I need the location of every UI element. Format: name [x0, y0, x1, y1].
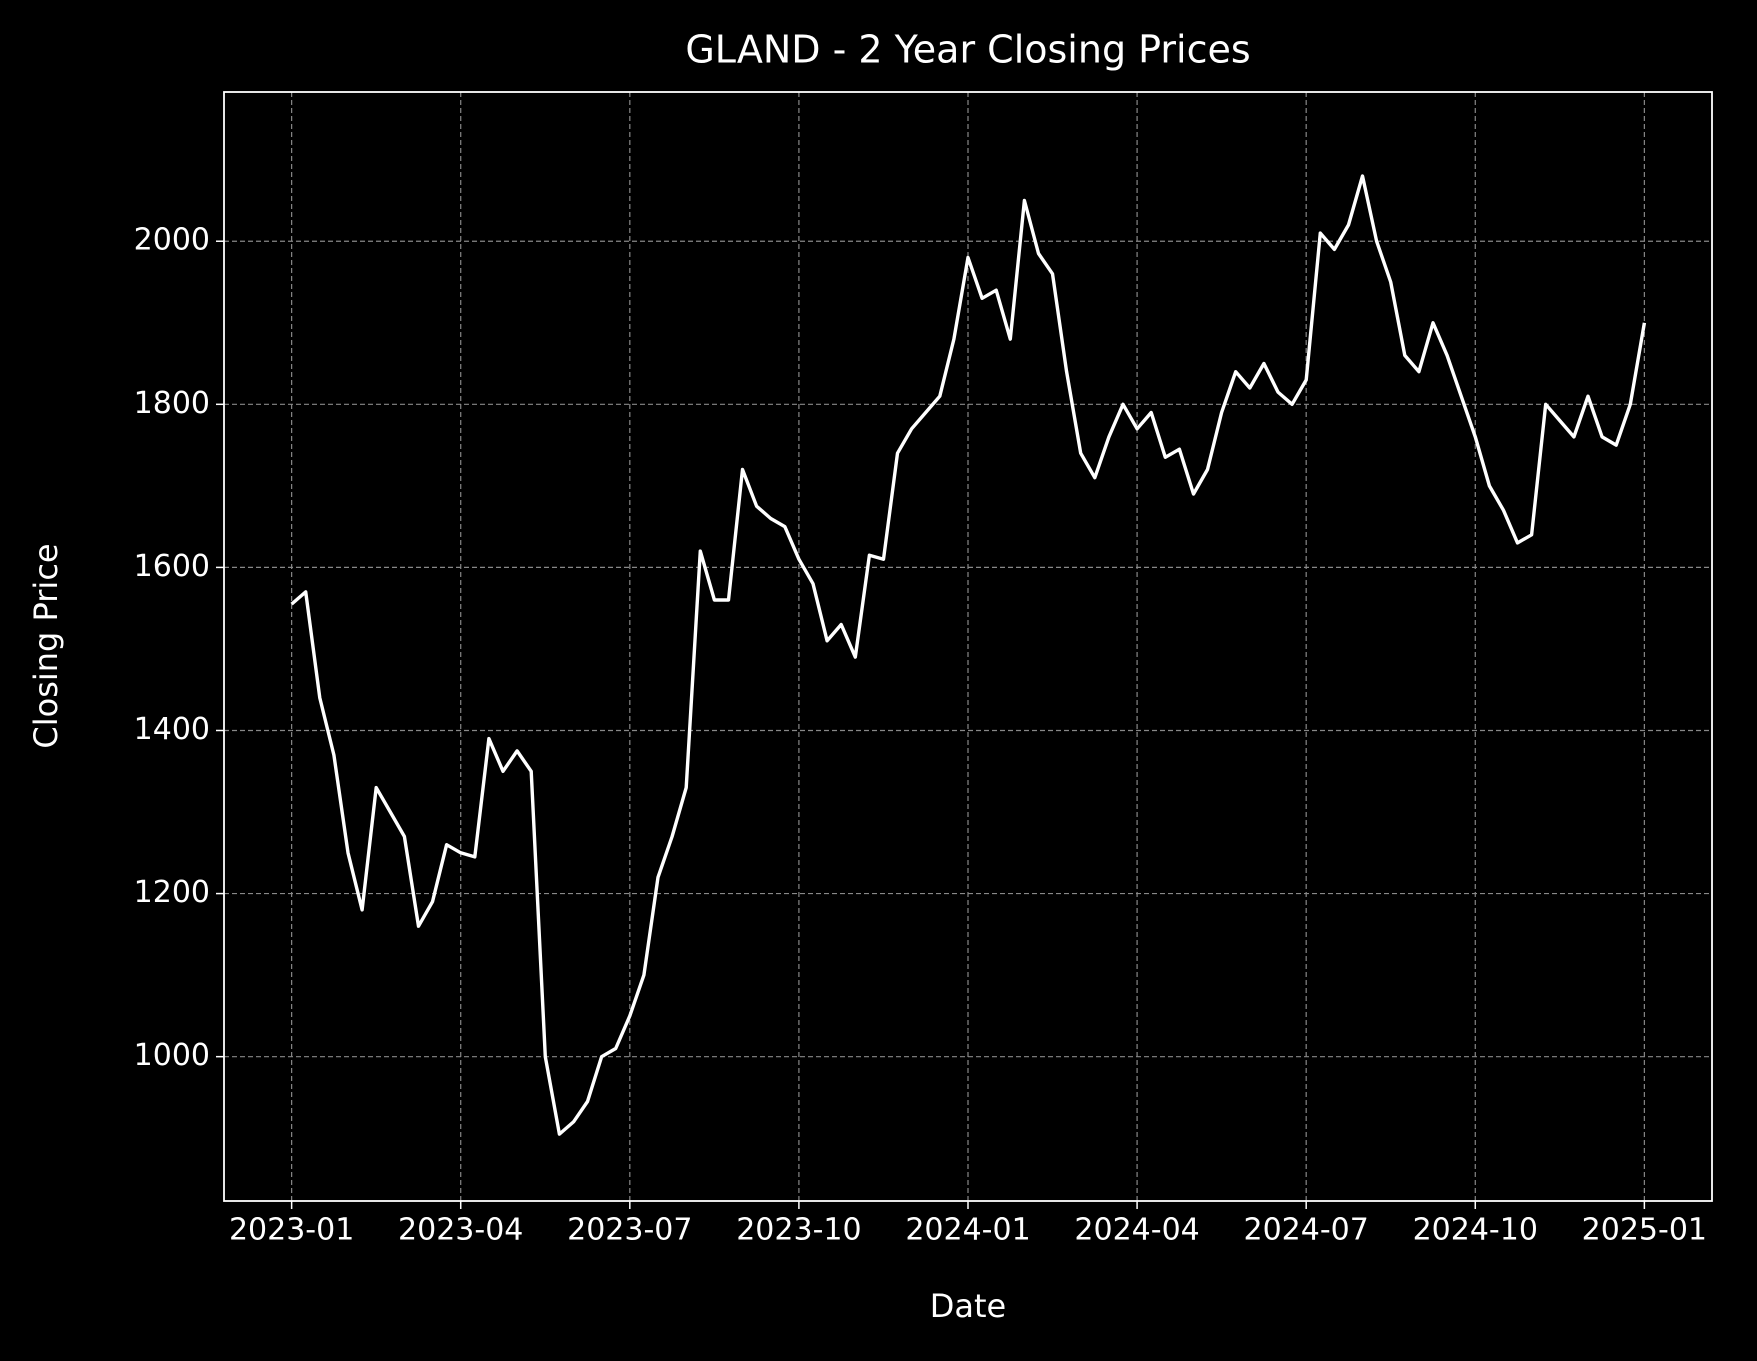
y-tick-label: 1200 — [134, 875, 210, 910]
x-tick-label: 2024-01 — [905, 1213, 1030, 1248]
x-tick-label: 2025-01 — [1582, 1213, 1707, 1248]
x-tick-label: 2023-07 — [567, 1213, 692, 1248]
x-tick-label: 2023-01 — [229, 1213, 354, 1248]
y-axis-label: Closing Price — [27, 543, 65, 748]
y-tick-label: 2000 — [134, 223, 210, 258]
x-tick-label: 2024-07 — [1244, 1213, 1369, 1248]
x-tick-label: 2023-10 — [736, 1213, 861, 1248]
plot-frame — [223, 91, 1713, 1202]
x-tick-label: 2023-04 — [398, 1213, 523, 1248]
price-line — [290, 174, 1647, 1136]
y-tick-label: 1800 — [134, 386, 210, 421]
x-tick-label: 2024-04 — [1074, 1213, 1199, 1248]
x-tick-label: 2024-10 — [1413, 1213, 1538, 1248]
x-axis-label: Date — [930, 1287, 1006, 1325]
y-tick-label: 1400 — [134, 712, 210, 747]
y-tick-label: 1000 — [134, 1038, 210, 1073]
chart-title: GLAND - 2 Year Closing Prices — [685, 28, 1250, 72]
y-tick-label: 1600 — [134, 549, 210, 584]
